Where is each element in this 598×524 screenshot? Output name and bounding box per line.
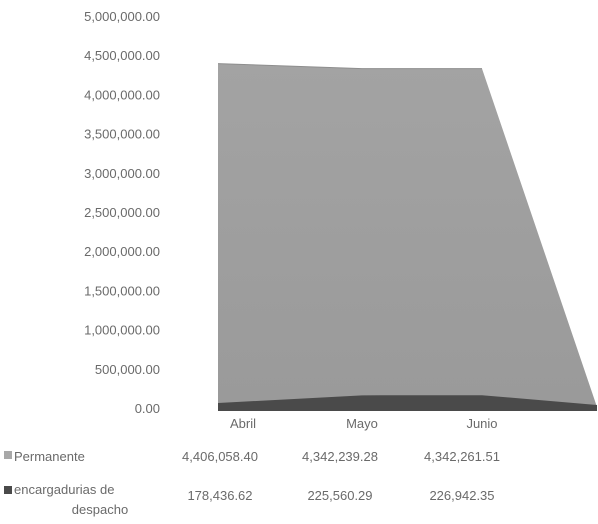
- data-table-value: 225,560.29: [307, 488, 372, 503]
- legend-marker: [4, 451, 12, 459]
- legend-marker: [4, 486, 12, 494]
- y-tick-label: 3,500,000.00: [84, 127, 160, 142]
- legend-label: despacho: [72, 502, 128, 517]
- y-tick-label: 2,000,000.00: [84, 244, 160, 259]
- data-table-value: 4,342,239.28: [302, 449, 378, 464]
- y-tick-label: 3,000,000.00: [84, 166, 160, 181]
- y-tick-label: 4,000,000.00: [84, 87, 160, 102]
- x-tick-label: Mayo: [346, 416, 378, 431]
- y-tick-label: 1,000,000.00: [84, 323, 160, 338]
- y-tick-label: 4,500,000.00: [84, 48, 160, 63]
- legend-label: encargadurias de: [14, 482, 114, 497]
- area-permanente-top-edge: [217, 63, 483, 70]
- data-table-value: 4,406,058.40: [182, 449, 258, 464]
- x-tick-label: Junio: [466, 416, 497, 431]
- y-axis-tick-labels: 5,000,000.00 4,500,000.00 4,000,000.00 3,50…: [84, 9, 160, 416]
- data-table-value: 178,436.62: [187, 488, 252, 503]
- area-permanente: [218, 63, 597, 407]
- plot-area: [217, 63, 597, 411]
- area-encargadurias-de-despacho: [218, 395, 597, 411]
- data-table-value: 4,342,261.51: [424, 449, 500, 464]
- data-table-value: 226,942.35: [429, 488, 494, 503]
- x-tick-label: Abril: [230, 416, 256, 431]
- legend-label: Permanente: [14, 449, 85, 464]
- y-tick-label: 1,500,000.00: [84, 283, 160, 298]
- y-tick-label: 5,000,000.00: [84, 9, 160, 24]
- data-table: Permanente 4,406,058.40 4,342,239.28 4,342,…: [4, 449, 500, 517]
- y-tick-label: 500,000.00: [95, 362, 160, 377]
- y-tick-label: 0.00: [135, 401, 160, 416]
- x-axis-tick-labels: Abril Mayo Junio: [230, 416, 498, 431]
- y-tick-label: 2,500,000.00: [84, 205, 160, 220]
